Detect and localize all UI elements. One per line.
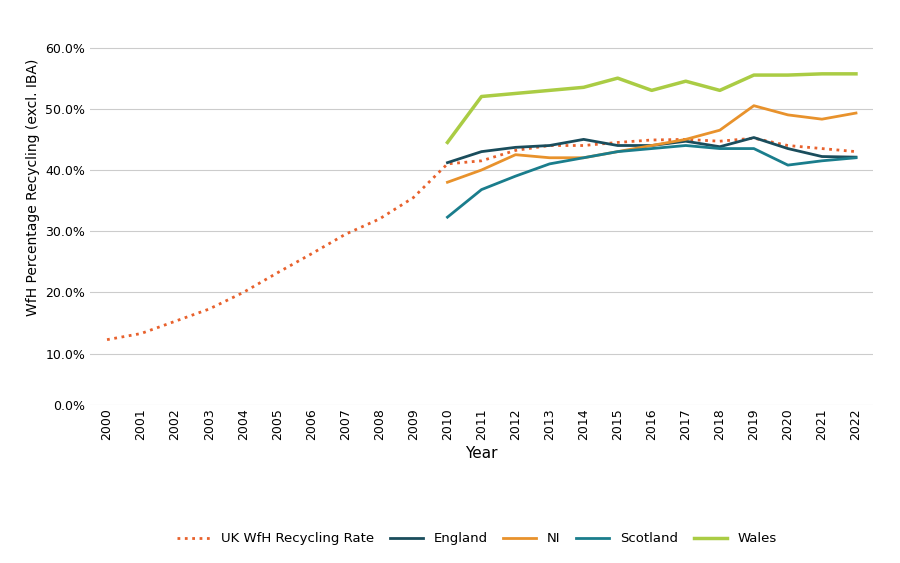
Wales [850, 70, 861, 77]
Wales [544, 87, 555, 94]
UK WfH Recycling Rate [510, 147, 521, 154]
UK WfH Recycling Rate [749, 135, 760, 141]
NI [646, 142, 657, 149]
UK WfH Recycling Rate [136, 330, 147, 337]
Scotland [715, 145, 725, 152]
England [749, 134, 760, 141]
England [816, 153, 827, 160]
UK WfH Recycling Rate [203, 306, 214, 312]
Wales [680, 78, 691, 84]
Wales [782, 72, 793, 78]
Scotland [442, 214, 453, 221]
Scotland [612, 148, 623, 155]
X-axis label: Year: Year [465, 445, 498, 461]
England [510, 144, 521, 151]
Legend: UK WfH Recycling Rate, England, NI, Scotland, Wales: UK WfH Recycling Rate, England, NI, Scot… [172, 527, 782, 551]
Wales [612, 75, 623, 82]
NI [510, 151, 521, 158]
NI [442, 179, 453, 186]
UK WfH Recycling Rate [476, 158, 487, 164]
UK WfH Recycling Rate [170, 318, 181, 325]
NI [749, 102, 760, 109]
UK WfH Recycling Rate [782, 142, 793, 149]
UK WfH Recycling Rate [850, 148, 861, 155]
England [680, 138, 691, 145]
Scotland [850, 154, 861, 161]
Scotland [749, 145, 760, 152]
UK WfH Recycling Rate [816, 145, 827, 152]
Line: England: England [447, 137, 856, 163]
UK WfH Recycling Rate [680, 136, 691, 143]
Line: Scotland: Scotland [447, 145, 856, 217]
England [782, 145, 793, 152]
NI [680, 136, 691, 143]
Wales [715, 87, 725, 94]
Line: NI: NI [447, 106, 856, 182]
UK WfH Recycling Rate [408, 194, 418, 201]
Scotland [782, 162, 793, 168]
England [646, 142, 657, 149]
NI [782, 111, 793, 118]
NI [544, 154, 555, 161]
UK WfH Recycling Rate [715, 138, 725, 145]
Line: Wales: Wales [447, 74, 856, 142]
UK WfH Recycling Rate [578, 142, 589, 149]
UK WfH Recycling Rate [238, 289, 248, 296]
Scotland [680, 142, 691, 149]
NI [850, 110, 861, 117]
England [476, 148, 487, 155]
Scotland [816, 158, 827, 164]
Wales [816, 70, 827, 77]
Scotland [510, 173, 521, 180]
Wales [578, 84, 589, 91]
UK WfH Recycling Rate [272, 270, 283, 276]
Wales [646, 87, 657, 94]
NI [816, 116, 827, 123]
UK WfH Recycling Rate [306, 251, 317, 257]
Wales [510, 90, 521, 97]
Y-axis label: WfH Percentage Recycling (excl. IBA): WfH Percentage Recycling (excl. IBA) [25, 58, 40, 315]
NI [612, 148, 623, 155]
Wales [476, 93, 487, 100]
Wales [442, 139, 453, 146]
UK WfH Recycling Rate [340, 231, 351, 238]
NI [578, 154, 589, 161]
UK WfH Recycling Rate [612, 139, 623, 146]
NI [476, 167, 487, 173]
England [578, 136, 589, 143]
UK WfH Recycling Rate [442, 160, 453, 167]
Scotland [646, 145, 657, 152]
England [544, 142, 555, 149]
UK WfH Recycling Rate [646, 137, 657, 144]
Scotland [476, 186, 487, 193]
England [612, 142, 623, 149]
NI [715, 127, 725, 133]
UK WfH Recycling Rate [374, 216, 385, 222]
UK WfH Recycling Rate [102, 336, 112, 343]
England [850, 154, 861, 160]
UK WfH Recycling Rate [544, 142, 555, 149]
Wales [749, 72, 760, 78]
Scotland [578, 154, 589, 161]
England [442, 159, 453, 166]
Scotland [544, 160, 555, 167]
Line: UK WfH Recycling Rate: UK WfH Recycling Rate [107, 138, 856, 339]
England [715, 144, 725, 150]
